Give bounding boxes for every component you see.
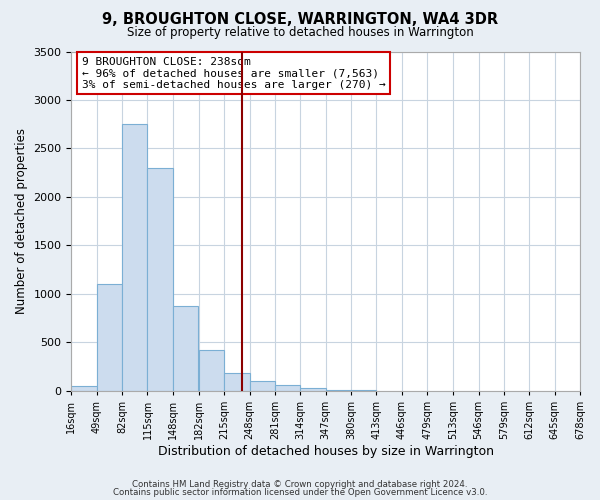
Text: Contains public sector information licensed under the Open Government Licence v3: Contains public sector information licen…	[113, 488, 487, 497]
X-axis label: Distribution of detached houses by size in Warrington: Distribution of detached houses by size …	[158, 444, 494, 458]
Text: Size of property relative to detached houses in Warrington: Size of property relative to detached ho…	[127, 26, 473, 39]
Bar	[71, 386, 97, 390]
Bar	[148, 168, 173, 390]
Bar	[173, 306, 198, 390]
Text: 9, BROUGHTON CLOSE, WARRINGTON, WA4 3DR: 9, BROUGHTON CLOSE, WARRINGTON, WA4 3DR	[102, 12, 498, 28]
Y-axis label: Number of detached properties: Number of detached properties	[15, 128, 28, 314]
Bar	[250, 381, 275, 390]
Text: 9 BROUGHTON CLOSE: 238sqm
← 96% of detached houses are smaller (7,563)
3% of sem: 9 BROUGHTON CLOSE: 238sqm ← 96% of detac…	[82, 56, 385, 90]
Bar	[97, 284, 122, 391]
Bar	[275, 385, 301, 390]
Bar	[199, 350, 224, 391]
Bar	[122, 124, 148, 390]
Bar	[224, 372, 250, 390]
Bar	[301, 388, 326, 390]
Text: Contains HM Land Registry data © Crown copyright and database right 2024.: Contains HM Land Registry data © Crown c…	[132, 480, 468, 489]
